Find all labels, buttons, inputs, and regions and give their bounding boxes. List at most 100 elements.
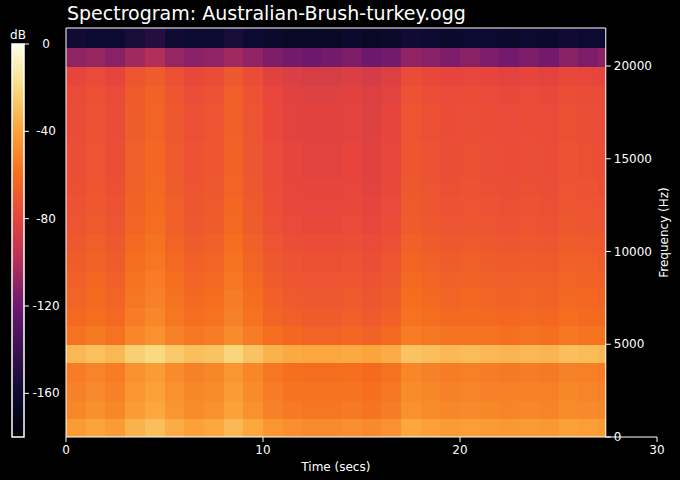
cell xyxy=(145,85,165,104)
cell xyxy=(125,326,145,345)
cell xyxy=(362,177,382,196)
cell xyxy=(440,28,460,48)
cell xyxy=(539,159,559,178)
cell xyxy=(460,381,480,400)
cell xyxy=(165,140,185,159)
cell xyxy=(460,344,480,363)
cell xyxy=(519,418,539,437)
cell xyxy=(283,233,303,252)
cell xyxy=(66,252,86,271)
cell xyxy=(322,344,342,363)
cell xyxy=(401,344,421,363)
cell xyxy=(283,307,303,326)
cell xyxy=(125,47,145,66)
cell xyxy=(559,28,579,48)
x-tick-label: 10 xyxy=(255,443,270,457)
cell xyxy=(105,418,125,437)
cell xyxy=(165,159,185,178)
cell xyxy=(342,270,362,289)
cell xyxy=(421,66,441,85)
cell xyxy=(283,159,303,178)
cell xyxy=(440,177,460,196)
y-tick-label: 15000 xyxy=(614,152,652,166)
cell xyxy=(480,85,500,104)
cell xyxy=(559,289,579,308)
cell xyxy=(342,196,362,215)
cell xyxy=(598,381,606,400)
cell xyxy=(421,28,441,48)
cell xyxy=(440,214,460,233)
cell xyxy=(381,307,401,326)
cell xyxy=(519,400,539,419)
cell xyxy=(499,85,519,104)
cell xyxy=(539,418,559,437)
cell xyxy=(460,140,480,159)
cell xyxy=(539,122,559,141)
cell xyxy=(362,103,382,122)
cell xyxy=(519,252,539,271)
cell xyxy=(302,196,322,215)
cell xyxy=(145,270,165,289)
colorbar-tick xyxy=(24,306,29,307)
cell xyxy=(460,270,480,289)
cell xyxy=(362,196,382,215)
cell xyxy=(243,103,263,122)
cell xyxy=(145,418,165,437)
cell xyxy=(559,140,579,159)
y-axis-line xyxy=(605,28,606,437)
cell xyxy=(145,400,165,419)
cell xyxy=(598,122,606,141)
cell xyxy=(204,85,224,104)
x-tick-label: 30 xyxy=(649,443,664,457)
cell xyxy=(342,400,362,419)
cell xyxy=(105,159,125,178)
cell xyxy=(263,233,283,252)
cell xyxy=(145,252,165,271)
left-spine xyxy=(66,28,67,437)
cell xyxy=(519,270,539,289)
cell xyxy=(165,214,185,233)
cell xyxy=(598,177,606,196)
cell xyxy=(66,418,86,437)
cell xyxy=(105,177,125,196)
cell xyxy=(165,418,185,437)
cell xyxy=(204,66,224,85)
cell xyxy=(381,252,401,271)
cell xyxy=(539,289,559,308)
cell xyxy=(66,363,86,382)
cell xyxy=(559,85,579,104)
cell xyxy=(184,122,204,141)
cell xyxy=(86,252,106,271)
x-tick xyxy=(66,437,67,442)
x-tick xyxy=(657,437,658,442)
cell xyxy=(145,363,165,382)
cell xyxy=(322,140,342,159)
cell xyxy=(499,122,519,141)
cell xyxy=(421,381,441,400)
cell xyxy=(165,47,185,66)
cell xyxy=(421,177,441,196)
cell xyxy=(105,307,125,326)
cell xyxy=(421,122,441,141)
cell xyxy=(381,196,401,215)
cell xyxy=(302,418,322,437)
cell xyxy=(381,177,401,196)
cell xyxy=(460,252,480,271)
cell xyxy=(125,177,145,196)
cell xyxy=(559,400,579,419)
cell xyxy=(362,159,382,178)
cell xyxy=(204,140,224,159)
cell xyxy=(66,326,86,345)
cell xyxy=(342,344,362,363)
cell xyxy=(243,66,263,85)
colorbar-tick-label: -40 xyxy=(36,124,56,138)
cell xyxy=(480,400,500,419)
cell xyxy=(224,233,244,252)
x-tick xyxy=(460,437,461,442)
cell xyxy=(86,344,106,363)
cell xyxy=(421,270,441,289)
cell xyxy=(86,381,106,400)
cell xyxy=(381,214,401,233)
cell xyxy=(184,307,204,326)
x-tick xyxy=(263,437,264,442)
